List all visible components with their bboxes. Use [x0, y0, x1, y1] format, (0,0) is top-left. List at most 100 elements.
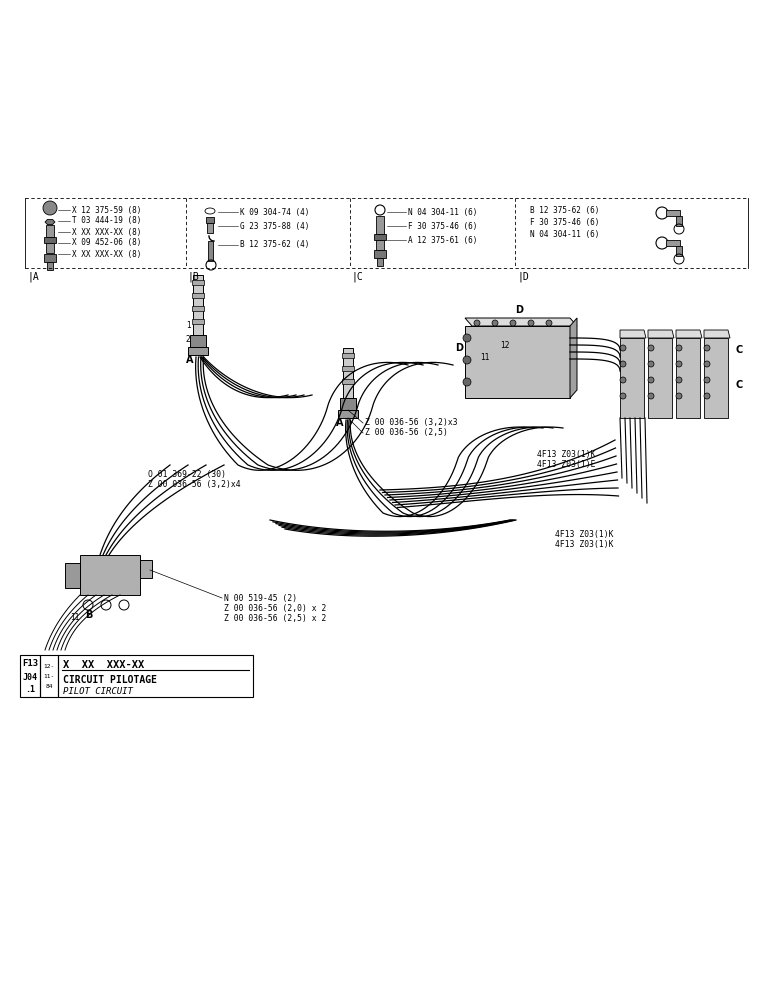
- Bar: [46, 225, 54, 237]
- Bar: [376, 240, 384, 250]
- Bar: [648, 338, 672, 418]
- Bar: [192, 306, 204, 311]
- Text: 4F13 Z03(1)K: 4F13 Z03(1)K: [537, 450, 595, 460]
- Circle shape: [676, 393, 682, 399]
- Circle shape: [676, 361, 682, 367]
- Text: N 00 519-45 (2): N 00 519-45 (2): [224, 593, 297, 602]
- Bar: [377, 258, 383, 266]
- Bar: [376, 216, 384, 234]
- Bar: [342, 379, 354, 384]
- Text: |A: |A: [27, 272, 39, 282]
- Text: O 01 369-22 (30): O 01 369-22 (30): [148, 470, 226, 479]
- Circle shape: [648, 361, 654, 367]
- Bar: [340, 398, 356, 410]
- Bar: [193, 275, 203, 335]
- Circle shape: [620, 393, 626, 399]
- Circle shape: [648, 345, 654, 351]
- Text: D: D: [515, 305, 523, 315]
- Text: .1: .1: [25, 684, 35, 694]
- Text: Z 00 036-56 (3,2)x4: Z 00 036-56 (3,2)x4: [148, 480, 241, 488]
- Bar: [620, 338, 644, 418]
- Text: X 09 452-06 (8): X 09 452-06 (8): [72, 238, 141, 247]
- Text: 11: 11: [70, 612, 80, 621]
- Text: F13: F13: [22, 658, 38, 668]
- Text: X XX XXX-XX (8): X XX XXX-XX (8): [72, 249, 141, 258]
- Text: PILOT CIRCUIT: PILOT CIRCUIT: [63, 686, 133, 696]
- Polygon shape: [648, 330, 674, 338]
- Bar: [343, 348, 353, 398]
- Bar: [140, 560, 152, 578]
- Circle shape: [620, 377, 626, 383]
- Bar: [65, 563, 80, 588]
- Text: Z 00 036-56 (2,5) x 2: Z 00 036-56 (2,5) x 2: [224, 613, 327, 622]
- Bar: [208, 241, 213, 261]
- Bar: [190, 335, 206, 347]
- Bar: [666, 240, 680, 246]
- Bar: [44, 254, 56, 262]
- Text: 84: 84: [46, 684, 52, 690]
- Bar: [46, 243, 54, 253]
- Circle shape: [463, 356, 471, 364]
- Text: X 12 375-59 (8): X 12 375-59 (8): [72, 206, 141, 215]
- Bar: [666, 210, 680, 216]
- Text: A 12 375-61 (6): A 12 375-61 (6): [408, 235, 477, 244]
- Bar: [192, 280, 204, 285]
- Bar: [192, 319, 204, 324]
- Text: C: C: [735, 345, 742, 355]
- Polygon shape: [704, 330, 730, 338]
- Text: 11-: 11-: [43, 674, 55, 680]
- Circle shape: [704, 393, 710, 399]
- Bar: [206, 217, 214, 223]
- Text: Z 00 036-56 (3,2)x3: Z 00 036-56 (3,2)x3: [365, 418, 458, 428]
- Bar: [704, 338, 728, 418]
- Text: F 30 375-46 (6): F 30 375-46 (6): [408, 222, 477, 231]
- Bar: [188, 347, 208, 355]
- Text: A: A: [336, 418, 344, 428]
- Circle shape: [463, 334, 471, 342]
- Circle shape: [474, 320, 480, 326]
- Circle shape: [492, 320, 498, 326]
- Circle shape: [463, 378, 471, 386]
- Text: |C: |C: [352, 272, 364, 282]
- Circle shape: [704, 377, 710, 383]
- Text: Z 00 036-56 (2,5): Z 00 036-56 (2,5): [365, 428, 448, 438]
- Circle shape: [546, 320, 552, 326]
- Circle shape: [676, 345, 682, 351]
- Text: G 23 375-88 (4): G 23 375-88 (4): [240, 222, 310, 231]
- Bar: [676, 216, 682, 226]
- Polygon shape: [45, 219, 55, 225]
- Circle shape: [648, 377, 654, 383]
- Text: F 30 375-46 (6): F 30 375-46 (6): [530, 218, 599, 227]
- Polygon shape: [465, 318, 577, 326]
- Bar: [40, 655, 58, 697]
- Text: B 12 375-62 (6): B 12 375-62 (6): [530, 206, 599, 215]
- Bar: [207, 223, 213, 233]
- Polygon shape: [570, 318, 577, 398]
- Text: X  XX  XXX-XX: X XX XXX-XX: [63, 660, 144, 670]
- Circle shape: [704, 361, 710, 367]
- Text: T 03 444-19 (8): T 03 444-19 (8): [72, 217, 141, 226]
- Bar: [676, 246, 682, 256]
- Text: 1: 1: [186, 320, 191, 330]
- Text: B 12 375-62 (4): B 12 375-62 (4): [240, 240, 310, 249]
- Bar: [192, 293, 204, 298]
- Text: |D: |D: [517, 272, 529, 282]
- Circle shape: [510, 320, 516, 326]
- Text: B: B: [85, 610, 93, 620]
- Text: 2: 2: [186, 334, 191, 344]
- Text: 12-: 12-: [43, 664, 55, 670]
- Text: Z 00 036-56 (2,0) x 2: Z 00 036-56 (2,0) x 2: [224, 603, 327, 612]
- Bar: [44, 237, 56, 243]
- Circle shape: [704, 345, 710, 351]
- Polygon shape: [465, 326, 570, 398]
- Circle shape: [43, 201, 57, 215]
- Circle shape: [528, 320, 534, 326]
- Bar: [58, 655, 253, 697]
- Circle shape: [620, 361, 626, 367]
- Text: 4F13 Z03(1)E: 4F13 Z03(1)E: [537, 460, 595, 468]
- Text: 11: 11: [480, 354, 489, 362]
- Text: CIRCUIT PILOTAGE: CIRCUIT PILOTAGE: [63, 675, 157, 685]
- Text: K 09 304-74 (4): K 09 304-74 (4): [240, 208, 310, 217]
- Circle shape: [676, 377, 682, 383]
- Text: J04: J04: [22, 672, 38, 682]
